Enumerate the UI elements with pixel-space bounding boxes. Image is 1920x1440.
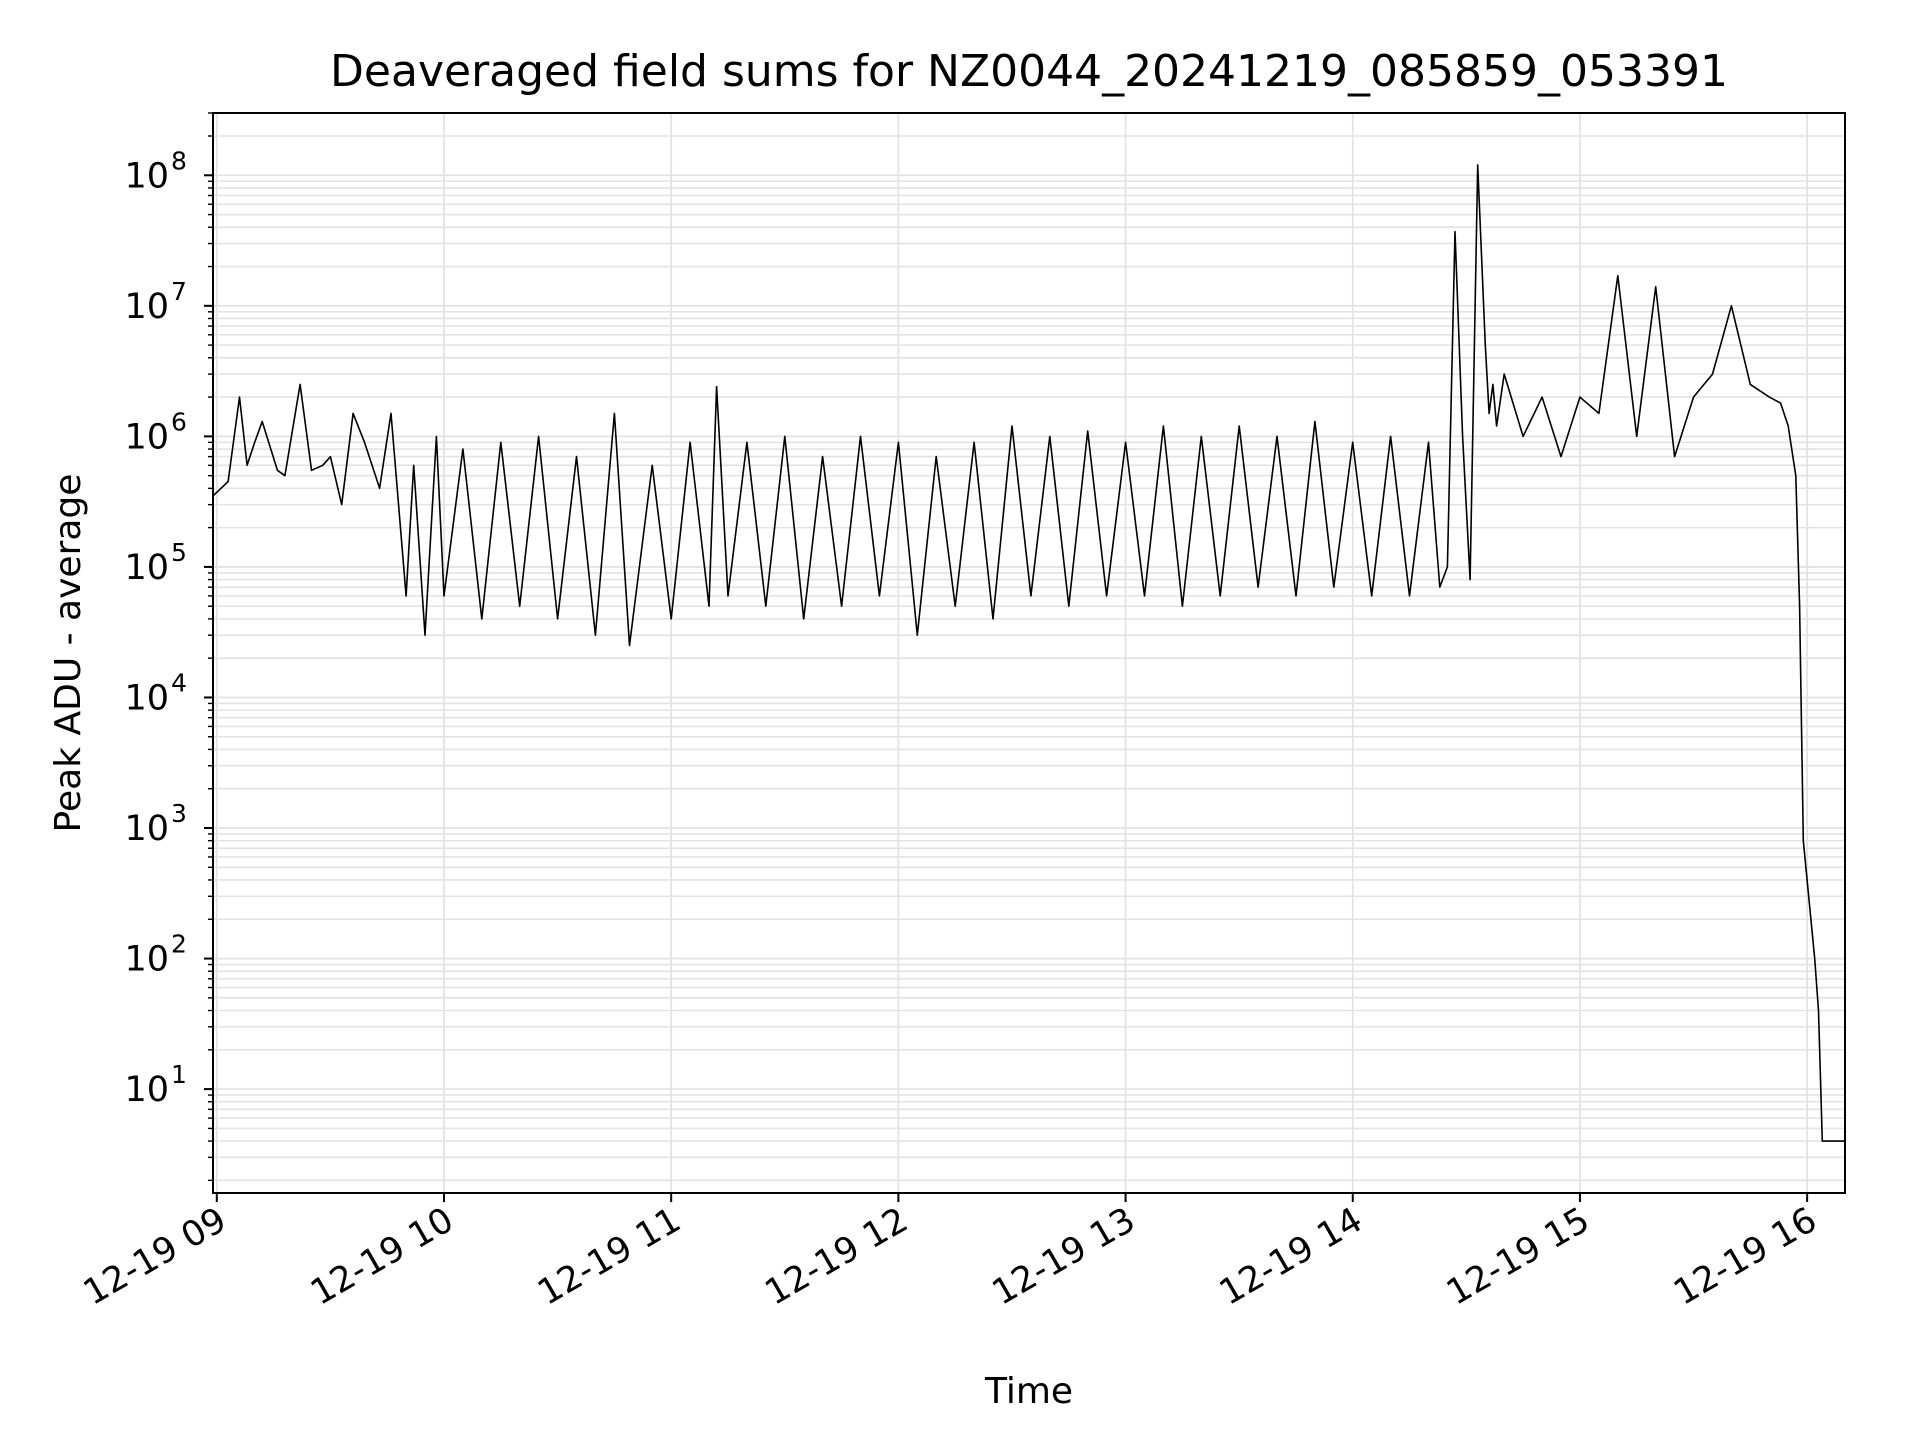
y-tick-exponent: 4: [171, 668, 187, 697]
y-tick-exponent: 7: [171, 277, 187, 306]
y-tick-exponent: 6: [171, 407, 187, 436]
y-tick-label: 10: [124, 156, 169, 196]
x-tick-label: 12-19 15: [1440, 1200, 1596, 1313]
y-tick-label: 10: [124, 548, 169, 588]
y-tick-label: 10: [124, 678, 169, 718]
x-axis-label: Time: [984, 1371, 1073, 1412]
y-tick-exponent: 5: [171, 538, 187, 567]
y-tick-label: 10: [124, 809, 169, 849]
grid-layer: [213, 112, 1845, 1193]
x-tick-label: 12-19 14: [1213, 1200, 1369, 1313]
x-tick-label: 12-19 10: [304, 1200, 460, 1313]
y-axis-label: Peak ADU - average: [48, 474, 89, 833]
y-tick-exponent: 1: [171, 1060, 187, 1089]
x-axis: 12-19 09 12-19 10 12-19 11 12-19 12 12-19 13…: [77, 1193, 1824, 1313]
y-tick-exponent: 2: [171, 930, 187, 959]
y-tick-label: 10: [124, 940, 169, 980]
y-tick-exponent: 8: [171, 146, 187, 175]
chart-title: Deaveraged field sums for NZ0044_2024121…: [330, 46, 1728, 97]
y-tick-label: 10: [124, 287, 169, 327]
x-tick-label: 12-19 16: [1667, 1200, 1823, 1313]
plot-frame: [212, 112, 1846, 1194]
x-tick-label: 12-19 11: [531, 1200, 687, 1313]
y-tick-label: 10: [124, 1070, 169, 1110]
series-line: [212, 164, 1845, 1142]
y-tick-label: 10: [124, 417, 169, 457]
x-tick-label: 12-19 12: [759, 1200, 915, 1313]
x-tick-label: 12-19 09: [77, 1200, 233, 1313]
x-tick-label: 12-19 13: [986, 1200, 1142, 1313]
y-tick-exponent: 3: [171, 799, 187, 828]
